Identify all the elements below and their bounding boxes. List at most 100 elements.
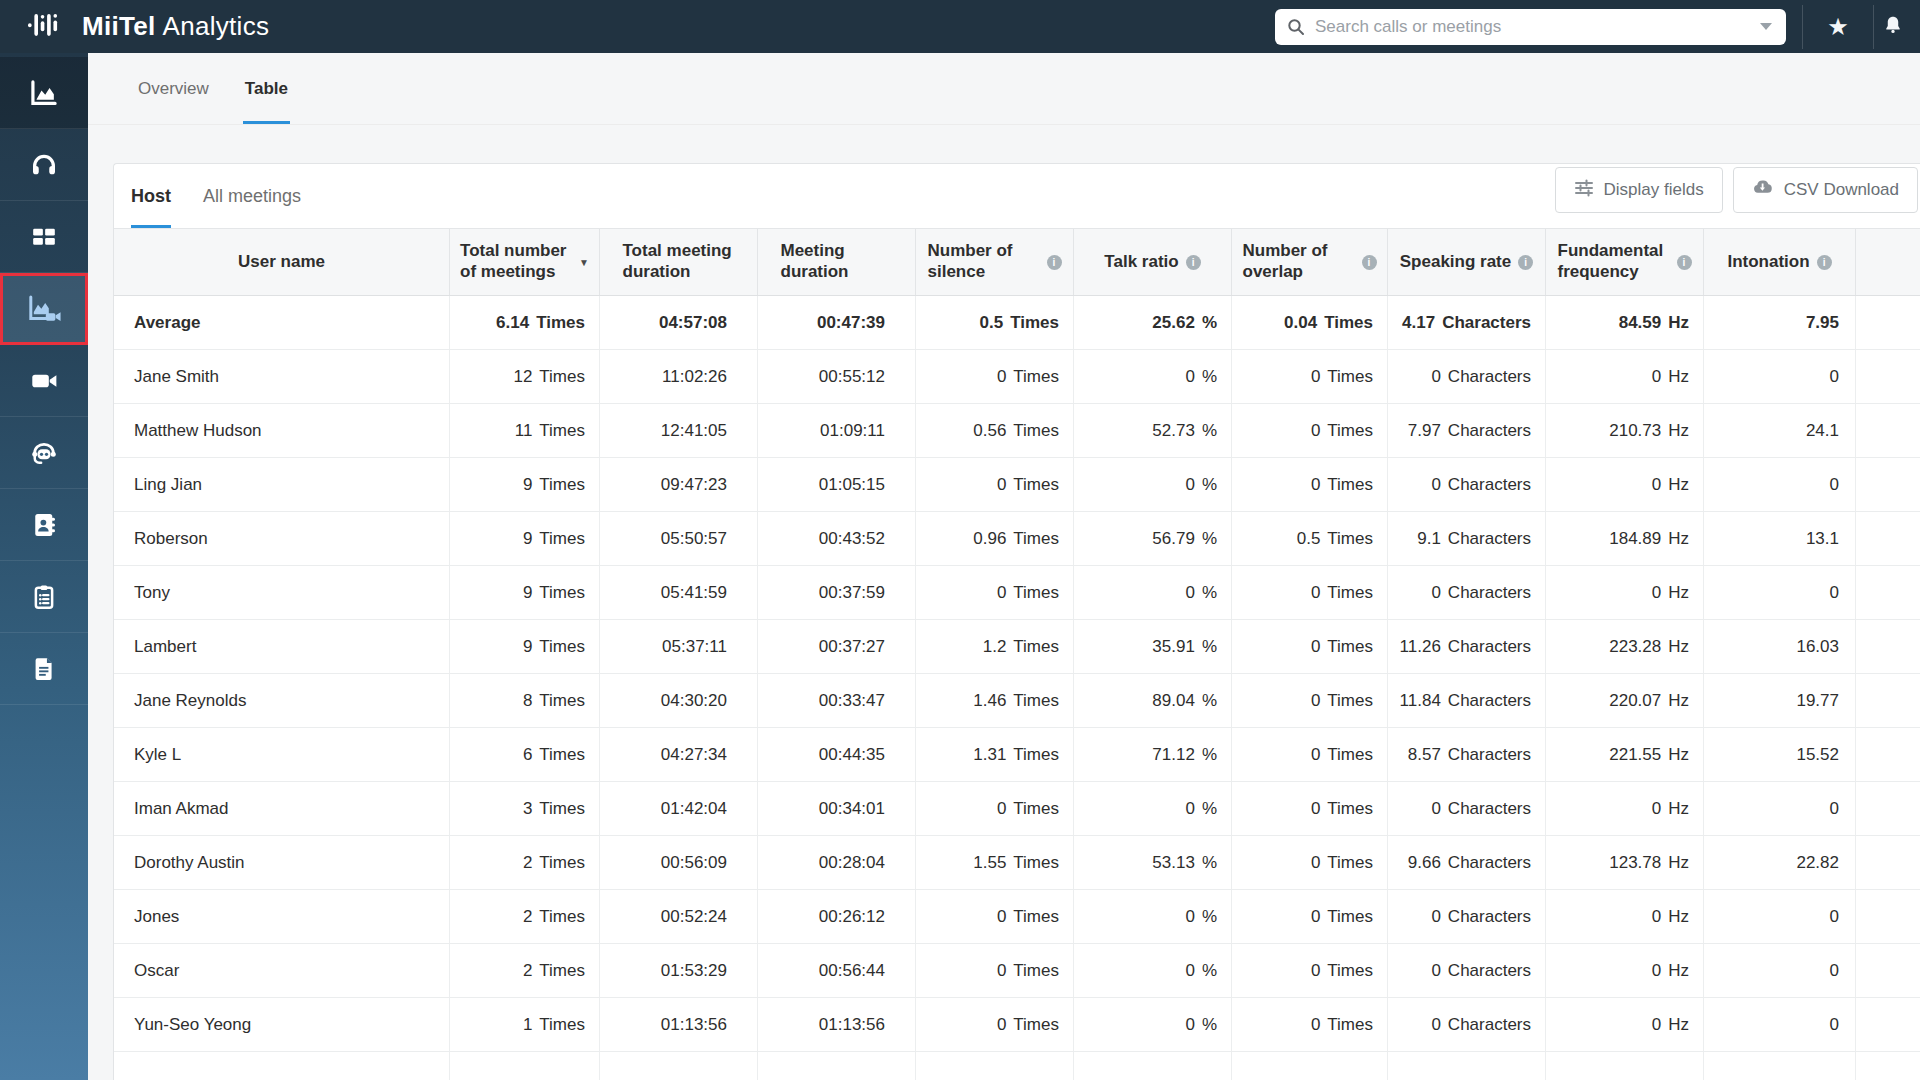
cell-value: 7.95 [1806, 313, 1839, 333]
column-header[interactable]: Total number of meetings▼ [450, 229, 600, 295]
empty-cell [1232, 1052, 1388, 1080]
empty-cell [1704, 1052, 1856, 1080]
cell-value: 01:13:56 [661, 1015, 727, 1035]
value-cell: 01:09:11 [758, 404, 916, 457]
notifications-button[interactable] [1874, 0, 1920, 53]
grid-icon [28, 223, 60, 251]
column-header: Number of silencei [916, 229, 1074, 295]
cell-value: 71.12 [1152, 745, 1195, 765]
value-cell: 0 [1704, 944, 1856, 997]
cell-value: 00:33:47 [819, 691, 885, 711]
sort-caret-icon[interactable]: ▼ [579, 257, 589, 268]
value-cell: 0Times [1232, 944, 1388, 997]
tab-overview[interactable]: Overview [138, 53, 209, 124]
cell-unit: Times [1327, 367, 1373, 387]
value-cell: 0Hz [1546, 458, 1704, 511]
info-icon[interactable]: i [1817, 255, 1832, 270]
value-cell: 09:47:23 [600, 458, 758, 511]
address-book-icon [29, 510, 59, 540]
cell-unit: Times [536, 313, 585, 333]
tab-table[interactable]: Table [245, 53, 288, 124]
overflow-cell [1856, 836, 1920, 889]
search-input[interactable] [1315, 9, 1760, 45]
sidebar-item-meeting-analytics[interactable] [0, 273, 88, 345]
overflow-cell [1856, 350, 1920, 403]
value-cell: 05:37:11 [600, 620, 758, 673]
column-header: User name [114, 229, 450, 295]
value-cell: 9.66Characters [1388, 836, 1546, 889]
column-header-label: Total meeting duration [623, 241, 735, 282]
value-cell: 00:33:47 [758, 674, 916, 727]
sidebar-item-reports[interactable] [0, 633, 88, 705]
cell-unit: Times [1013, 853, 1059, 873]
cell-value: 11:02:26 [662, 367, 727, 387]
empty-cell [600, 1052, 758, 1080]
cell-value: 01:09:11 [820, 421, 885, 441]
column-header: Speaking ratei [1388, 229, 1546, 295]
app-title: MiiTelAnalytics [82, 11, 269, 42]
favorites-button[interactable]: ★ [1803, 0, 1873, 53]
global-search[interactable] [1275, 9, 1786, 45]
column-header: Intonationi [1704, 229, 1856, 295]
info-icon[interactable]: i [1186, 255, 1201, 270]
value-cell: 0.56Times [916, 404, 1074, 457]
value-cell: 6Times [450, 728, 600, 781]
info-icon[interactable]: i [1362, 255, 1377, 270]
cell-value: 00:44:35 [819, 745, 885, 765]
dropdown-caret-icon[interactable] [1760, 23, 1772, 30]
card-toolbar: Host All meetings [114, 164, 1920, 229]
empty-cell [916, 1052, 1074, 1080]
cell-value: 0 [997, 961, 1006, 981]
cell-value: 0 [1311, 799, 1320, 819]
value-cell: 0.04Times [1232, 296, 1388, 349]
cell-unit: Times [1013, 637, 1059, 657]
cell-unit: % [1202, 691, 1217, 711]
table-row: Yun-Seo Yeong1Times01:13:5601:13:560Time… [114, 998, 1920, 1052]
tab-all-meetings[interactable]: All meetings [203, 164, 301, 228]
cell-unit: Hz [1668, 1015, 1689, 1035]
value-cell: 0Hz [1546, 782, 1704, 835]
empty-cell [1856, 1052, 1920, 1080]
info-icon[interactable]: i [1047, 255, 1062, 270]
cell-unit: Characters [1448, 475, 1531, 495]
csv-download-button[interactable]: CSV Download [1733, 167, 1918, 213]
sidebar-item-tasks[interactable] [0, 561, 88, 633]
table-row: Dorothy Austin2Times00:56:0900:28:041.55… [114, 836, 1920, 890]
cell-value: 0 [1311, 745, 1320, 765]
value-cell: 0% [1074, 566, 1232, 619]
cell-value: 01:53:29 [661, 961, 727, 981]
sidebar-item-analytics[interactable] [0, 57, 88, 129]
cell-unit: Times [539, 475, 585, 495]
sidebar-item-calls[interactable] [0, 129, 88, 201]
value-cell: 0Times [1232, 620, 1388, 673]
value-cell: 2Times [450, 890, 600, 943]
cell-value: 6 [523, 745, 532, 765]
search-icon [1287, 18, 1305, 36]
cell-unit: Times [1013, 583, 1059, 603]
value-cell: 0% [1074, 350, 1232, 403]
overflow-cell [1856, 890, 1920, 943]
display-fields-button[interactable]: Display fields [1555, 167, 1723, 213]
cell-value: 123.78 [1609, 853, 1661, 873]
sidebar-item-meetings-table[interactable] [0, 201, 88, 273]
value-cell: 89.04% [1074, 674, 1232, 727]
cell-value: 0 [1431, 799, 1440, 819]
value-cell: 2Times [450, 836, 600, 889]
cell-value: 0 [1185, 1015, 1194, 1035]
info-icon[interactable]: i [1518, 255, 1533, 270]
cell-value: 00:37:59 [819, 583, 885, 603]
value-cell: 0Hz [1546, 350, 1704, 403]
cell-unit: Hz [1668, 961, 1689, 981]
sidebar-item-ai-assistant[interactable] [0, 417, 88, 489]
user-name-cell: Average [114, 296, 450, 349]
sidebar-item-contacts[interactable] [0, 489, 88, 561]
cell-value: 0 [1652, 799, 1661, 819]
value-cell: 00:44:35 [758, 728, 916, 781]
info-icon[interactable]: i [1677, 255, 1692, 270]
value-cell: 7.97Characters [1388, 404, 1546, 457]
value-cell: 184.89Hz [1546, 512, 1704, 565]
cell-unit: Times [1013, 745, 1059, 765]
sidebar-item-video[interactable] [0, 345, 88, 417]
cell-value: 1 [523, 1015, 532, 1035]
tab-host[interactable]: Host [131, 164, 171, 228]
